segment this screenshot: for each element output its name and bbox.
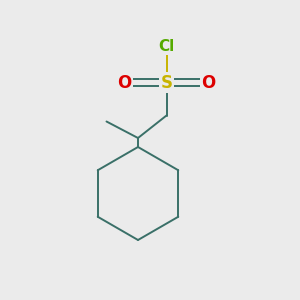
Text: O: O (201, 74, 216, 92)
Text: O: O (117, 74, 132, 92)
Text: S: S (160, 74, 172, 92)
Text: Cl: Cl (158, 39, 175, 54)
